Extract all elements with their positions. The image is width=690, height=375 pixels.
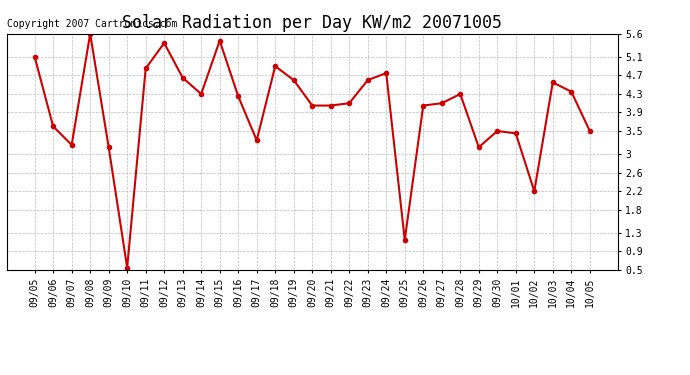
Title: Solar Radiation per Day KW/m2 20071005: Solar Radiation per Day KW/m2 20071005 [122,14,502,32]
Text: Copyright 2007 Cartronics.com: Copyright 2007 Cartronics.com [7,19,177,29]
